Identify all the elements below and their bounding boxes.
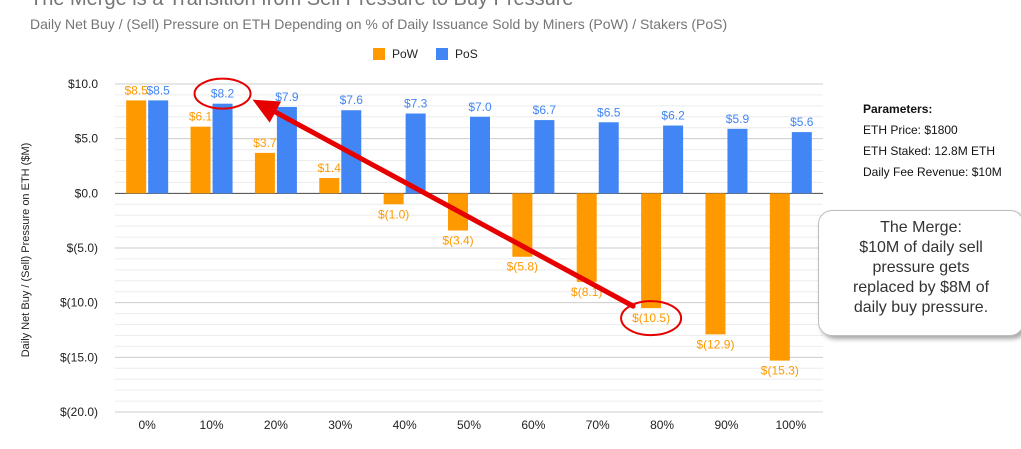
data-label-pow: $1.4 — [318, 161, 342, 175]
merge-callout-box — [818, 210, 1021, 336]
highlight-circle-pow — [620, 300, 683, 337]
data-label-pos: $7.6 — [340, 93, 364, 107]
bar-pos — [598, 122, 619, 194]
data-label-pow: $(15.3) — [761, 364, 799, 378]
parameter-eth-staked: ETH Staked: 12.8M ETH — [863, 144, 996, 158]
data-label-pos: $6.7 — [533, 103, 557, 117]
parameter-fee-revenue: Daily Fee Revenue: $10M — [863, 165, 1002, 179]
highlight-circle-pos — [193, 77, 252, 110]
data-label-pow: $(5.8) — [507, 260, 538, 274]
chart-legend: PoW PoS — [373, 47, 496, 61]
x-tick-label: 70% — [586, 418, 610, 432]
bar-pow — [769, 193, 790, 361]
y-tick-label: $(15.0) — [60, 350, 98, 364]
y-tick-label: $0.0 — [75, 186, 99, 200]
data-label-pos: $8.5 — [147, 83, 171, 97]
callout-line: replaced by $8M of — [852, 279, 990, 296]
data-label-pow: $(1.0) — [378, 207, 409, 221]
bar-pos — [534, 120, 555, 194]
merge-callout-text: The Merge: $10M of daily sell pressure g… — [826, 218, 1016, 318]
bar-pos — [212, 103, 233, 194]
x-tick-label: 60% — [521, 418, 545, 432]
legend-label-pow: PoW — [392, 47, 419, 61]
chart-subtitle: Daily Net Buy / (Sell) Pressure on ETH D… — [30, 16, 728, 32]
legend-swatch-pos — [436, 48, 449, 60]
y-tick-label: $(20.0) — [60, 405, 98, 419]
data-label-pos: $7.9 — [275, 90, 299, 104]
callout-line: daily buy pressure. — [853, 299, 989, 316]
legend-label-pos: PoS — [455, 47, 478, 61]
parameters-title: Parameters: — [863, 102, 933, 116]
data-label-pos: $5.9 — [726, 112, 750, 126]
data-label-pow: $(8.1) — [571, 285, 602, 299]
data-label-pos: $6.5 — [597, 105, 621, 119]
bar-pos — [727, 128, 748, 194]
data-label-pow: $(12.9) — [696, 337, 734, 351]
x-tick-label: 80% — [650, 418, 674, 432]
bar-pos — [470, 116, 490, 194]
bar-pow — [576, 193, 597, 282]
bar-pos — [791, 132, 812, 194]
parameters-box: Parameters: ETH Price: $1800 ETH Staked:… — [863, 99, 1002, 183]
highlight-arrow-head — [252, 99, 282, 123]
bar-pos — [148, 100, 169, 194]
legend-swatch-pow — [373, 48, 385, 60]
x-tick-label: 0% — [139, 418, 157, 432]
legend-item-pow: PoW — [373, 47, 418, 61]
highlight-arrow-shaft — [272, 109, 636, 309]
bar-pow — [190, 126, 211, 194]
legend-item-pos: PoS — [436, 47, 478, 61]
data-label-pow: $8.5 — [125, 83, 149, 97]
x-tick-label: 30% — [328, 418, 352, 432]
callout-line: $10M of daily sell — [859, 239, 983, 256]
bar-pos — [276, 106, 297, 194]
callout-line: The Merge: — [880, 219, 962, 236]
data-label-pos: $7.0 — [468, 100, 492, 114]
y-tick-label: $(5.0) — [67, 241, 98, 255]
data-label-pow: $6.1 — [189, 110, 213, 124]
bar-pow — [705, 193, 726, 335]
data-label-pow: $(3.4) — [442, 234, 473, 248]
parameter-eth-price: ETH Price: $1800 — [863, 123, 958, 137]
x-tick-label: 90% — [714, 418, 738, 432]
data-label-pos: $5.6 — [790, 115, 814, 129]
bar-pos — [405, 113, 426, 194]
x-tick-label: 40% — [393, 418, 417, 432]
bar-pos — [663, 125, 684, 194]
y-tick-label: $(10.0) — [60, 296, 98, 310]
y-tick-label: $5.0 — [75, 132, 99, 146]
data-label-pow: $(10.5) — [632, 311, 670, 325]
y-tick-label: $10.0 — [68, 77, 98, 91]
x-tick-label: 50% — [457, 418, 481, 432]
data-label-pos: $6.2 — [661, 109, 685, 123]
data-label-pos: $8.2 — [211, 87, 235, 101]
x-tick-label: 100% — [775, 418, 806, 432]
bar-pow — [319, 178, 340, 194]
bar-pow — [383, 193, 404, 205]
x-tick-label: 10% — [200, 418, 224, 432]
callout-line: pressure gets — [872, 259, 970, 276]
bar-pow — [641, 193, 662, 309]
data-label-pow: $3.7 — [253, 136, 277, 150]
x-tick-label: 20% — [264, 418, 288, 432]
bar-pow — [254, 152, 275, 194]
chart-title: The Merge is a Transition from Sell Pres… — [30, 0, 574, 11]
data-label-pos: $7.3 — [404, 97, 428, 111]
bar-pow — [126, 100, 147, 194]
